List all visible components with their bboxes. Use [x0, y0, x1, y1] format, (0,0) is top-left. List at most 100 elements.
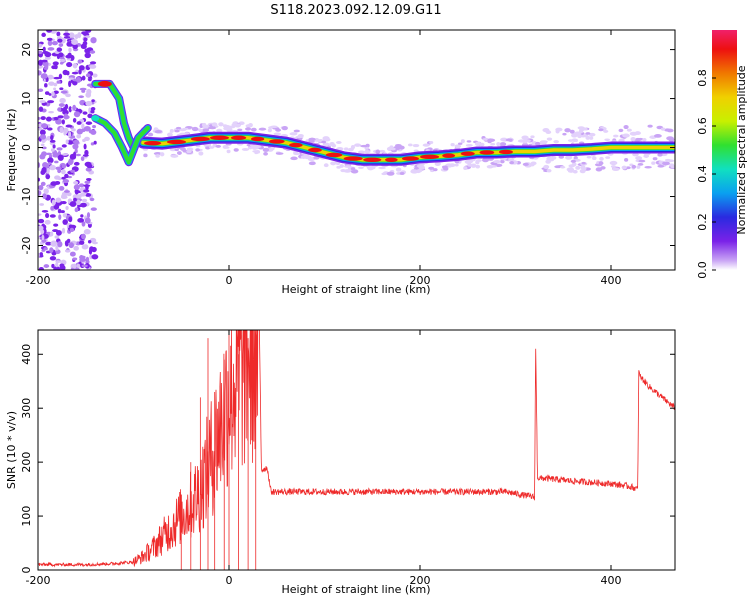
- ridge-core: [343, 156, 363, 161]
- spectral-halo: [482, 157, 489, 163]
- noise-speck: [43, 264, 50, 268]
- x-tick-label: 200: [410, 274, 431, 287]
- noise-speck: [87, 240, 92, 244]
- noise-speck: [44, 219, 51, 225]
- noise-speck: [73, 139, 80, 145]
- spectral-halo: [354, 143, 362, 147]
- noise-speck: [62, 219, 68, 225]
- noise-speck: [38, 70, 42, 76]
- spectral-halo: [218, 122, 224, 127]
- y-tick-label: -10: [20, 188, 33, 206]
- spectral-halo: [568, 164, 575, 168]
- noise-speck: [47, 47, 55, 51]
- noise-speck: [61, 153, 69, 156]
- noise-speck: [84, 161, 92, 167]
- noise-speck: [46, 37, 53, 41]
- spectral-halo: [399, 145, 405, 150]
- noise-speck: [57, 168, 62, 174]
- noise-speck: [57, 115, 64, 119]
- spectral-halo: [463, 166, 468, 171]
- noise-speck: [90, 106, 96, 111]
- spectral-halo: [407, 143, 413, 147]
- noise-speck: [50, 205, 54, 211]
- spectral-halo: [567, 139, 574, 142]
- x-tick-label: -200: [26, 574, 51, 587]
- noise-speck: [81, 128, 86, 133]
- spectral-halo: [416, 168, 423, 173]
- spectral-halo: [554, 165, 562, 169]
- spectral-halo: [360, 144, 368, 148]
- spectral-halo: [281, 125, 288, 131]
- colorbar-tick-label: 0.0: [696, 261, 709, 279]
- noise-speck: [89, 50, 96, 54]
- spectral-halo: [245, 127, 252, 131]
- noise-speck: [55, 260, 61, 264]
- spectral-halo: [546, 169, 552, 173]
- spectral-halo: [358, 166, 364, 170]
- noise-speck: [83, 143, 87, 150]
- spectral-halo: [223, 126, 231, 131]
- noise-speck: [64, 173, 69, 179]
- noise-speck: [84, 52, 91, 59]
- noise-speck: [85, 30, 92, 33]
- noise-speck: [78, 183, 85, 188]
- noise-speck: [42, 193, 47, 200]
- ridge-core: [268, 139, 285, 144]
- noise-speck: [52, 61, 59, 66]
- snr-series-line: [38, 330, 675, 568]
- spectral-halo: [493, 160, 501, 164]
- spectral-halo: [575, 165, 581, 170]
- spectral-halo: [496, 141, 501, 147]
- spectral-halo: [381, 172, 387, 176]
- spectral-halo: [626, 128, 632, 132]
- noise-speck: [49, 139, 56, 143]
- noise-speck: [78, 95, 85, 99]
- spectral-halo: [522, 140, 528, 144]
- noise-speck: [45, 116, 52, 122]
- spectral-halo: [574, 131, 581, 136]
- spectral-halo: [605, 156, 611, 159]
- spectral-halo: [539, 141, 547, 145]
- spectral-halo: [543, 164, 550, 170]
- noise-speck: [73, 197, 77, 202]
- spectral-halo: [635, 137, 641, 141]
- noise-speck: [38, 177, 41, 182]
- noise-speck: [41, 123, 48, 129]
- spectral-halo: [205, 146, 211, 150]
- spectral-halo: [647, 124, 653, 128]
- spectral-halo: [182, 127, 189, 131]
- noise-speck: [40, 181, 46, 187]
- spectral-halo: [604, 138, 610, 141]
- noise-speck: [92, 241, 98, 245]
- noise-speck: [43, 188, 49, 194]
- noise-speck: [71, 71, 79, 75]
- spectral-halo: [418, 165, 426, 170]
- spectral-halo: [486, 164, 494, 169]
- noise-speck: [81, 233, 86, 240]
- spectral-halo: [155, 154, 160, 158]
- spectral-halo: [577, 126, 585, 130]
- noise-speck: [93, 140, 97, 145]
- spectral-halo: [237, 128, 243, 132]
- noise-speck: [61, 144, 67, 148]
- colorbar: 0.0 0.2 0.4 0.6 0.8 Normalized spectral ampl…: [696, 30, 748, 279]
- noise-speck: [48, 110, 54, 114]
- noise-speck: [38, 213, 42, 216]
- noise-speck: [38, 116, 41, 120]
- spectral-halo: [631, 164, 637, 169]
- noise-speck: [76, 121, 82, 125]
- noise-speck: [73, 181, 79, 185]
- ridge-core: [308, 147, 322, 153]
- noise-speck: [74, 190, 82, 194]
- ridge-core: [144, 140, 162, 146]
- spectral-halo: [174, 129, 180, 133]
- y-tick-label: 100: [20, 506, 33, 527]
- spectral-halo: [441, 165, 448, 169]
- noise-speck: [69, 201, 77, 207]
- colorbar-ticks: 0.0 0.2 0.4 0.6 0.8: [696, 69, 716, 279]
- spectral-halo: [429, 140, 434, 144]
- noise-speck: [84, 136, 90, 141]
- noise-speck: [60, 210, 65, 214]
- noise-speck: [42, 224, 47, 230]
- spectral-halo: [636, 165, 641, 169]
